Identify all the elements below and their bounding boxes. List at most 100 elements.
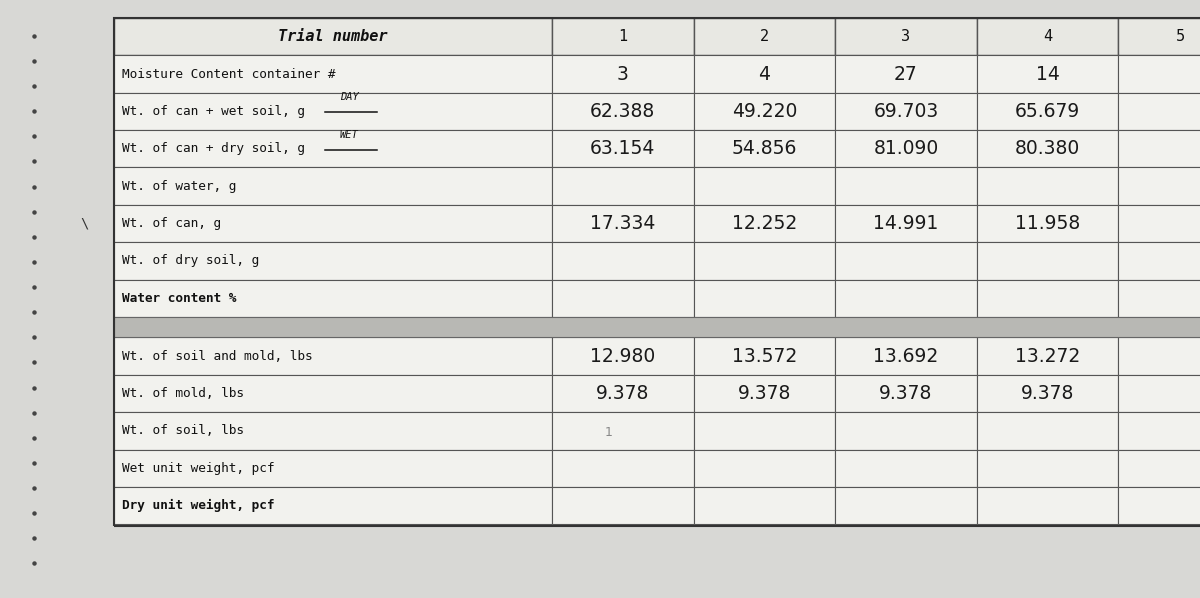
FancyBboxPatch shape [114,242,552,280]
FancyBboxPatch shape [1118,375,1200,412]
FancyBboxPatch shape [694,242,835,280]
FancyBboxPatch shape [552,280,694,317]
Text: 9.378: 9.378 [880,384,932,403]
FancyBboxPatch shape [977,375,1118,412]
FancyBboxPatch shape [977,93,1118,130]
Text: Wt. of can + dry soil, g: Wt. of can + dry soil, g [122,142,305,155]
Text: 9.378: 9.378 [738,384,791,403]
FancyBboxPatch shape [977,56,1118,93]
Text: 27: 27 [894,65,918,84]
FancyBboxPatch shape [1118,205,1200,242]
Text: 1: 1 [618,29,628,44]
FancyBboxPatch shape [835,375,977,412]
FancyBboxPatch shape [552,18,694,56]
FancyBboxPatch shape [114,167,552,205]
FancyBboxPatch shape [694,56,835,93]
FancyBboxPatch shape [694,205,835,242]
FancyBboxPatch shape [835,337,977,375]
FancyBboxPatch shape [1118,337,1200,375]
FancyBboxPatch shape [835,130,977,167]
FancyBboxPatch shape [694,450,835,487]
FancyBboxPatch shape [114,375,552,412]
Text: 4: 4 [1043,29,1052,44]
FancyBboxPatch shape [114,205,552,242]
FancyBboxPatch shape [1118,450,1200,487]
FancyBboxPatch shape [114,337,552,375]
FancyBboxPatch shape [114,18,1200,526]
FancyBboxPatch shape [552,205,694,242]
FancyBboxPatch shape [835,412,977,450]
Text: Wt. of can + wet soil, g: Wt. of can + wet soil, g [122,105,305,118]
FancyBboxPatch shape [835,487,977,524]
FancyBboxPatch shape [1118,56,1200,93]
FancyBboxPatch shape [552,56,694,93]
Text: 65.679: 65.679 [1015,102,1080,121]
Text: 9.378: 9.378 [596,384,649,403]
Text: 80.380: 80.380 [1015,139,1080,158]
FancyBboxPatch shape [694,18,835,56]
FancyBboxPatch shape [114,450,552,487]
FancyBboxPatch shape [977,337,1118,375]
Text: 13.272: 13.272 [1015,347,1080,366]
Text: Wt. of soil, lbs: Wt. of soil, lbs [122,425,245,437]
FancyBboxPatch shape [977,280,1118,317]
FancyBboxPatch shape [977,18,1118,56]
Text: 5: 5 [1176,29,1184,44]
Text: WET: WET [340,130,359,139]
FancyBboxPatch shape [835,242,977,280]
Text: 12.252: 12.252 [732,214,797,233]
Text: 62.388: 62.388 [590,102,655,121]
FancyBboxPatch shape [694,167,835,205]
FancyBboxPatch shape [835,205,977,242]
Text: 69.703: 69.703 [874,102,938,121]
Text: 13.692: 13.692 [874,347,938,366]
Text: Trial number: Trial number [278,29,388,44]
Text: 12.980: 12.980 [590,347,655,366]
FancyBboxPatch shape [114,56,552,93]
Text: 14.991: 14.991 [874,214,938,233]
Text: Wt. of can, g: Wt. of can, g [122,217,222,230]
FancyBboxPatch shape [114,412,552,450]
FancyBboxPatch shape [835,56,977,93]
FancyBboxPatch shape [1118,167,1200,205]
Text: 1: 1 [605,426,612,440]
FancyBboxPatch shape [1118,93,1200,130]
FancyBboxPatch shape [1118,280,1200,317]
FancyBboxPatch shape [694,93,835,130]
FancyBboxPatch shape [552,242,694,280]
FancyBboxPatch shape [114,18,552,56]
Text: Wt. of soil and mold, lbs: Wt. of soil and mold, lbs [122,350,313,362]
Text: Water content %: Water content % [122,292,236,305]
FancyBboxPatch shape [835,450,977,487]
FancyBboxPatch shape [977,205,1118,242]
FancyBboxPatch shape [977,167,1118,205]
Text: Moisture Content container #: Moisture Content container # [122,68,336,81]
Text: Wt. of water, g: Wt. of water, g [122,179,236,193]
FancyBboxPatch shape [694,130,835,167]
FancyBboxPatch shape [694,375,835,412]
FancyBboxPatch shape [114,93,552,130]
FancyBboxPatch shape [1118,18,1200,56]
Text: 54.856: 54.856 [732,139,797,158]
FancyBboxPatch shape [977,412,1118,450]
FancyBboxPatch shape [114,280,552,317]
FancyBboxPatch shape [114,130,552,167]
Text: 13.572: 13.572 [732,347,797,366]
FancyBboxPatch shape [114,317,1200,337]
Text: 49.220: 49.220 [732,102,797,121]
FancyBboxPatch shape [694,280,835,317]
Text: 11.958: 11.958 [1015,214,1080,233]
Text: Wt. of dry soil, g: Wt. of dry soil, g [122,254,259,267]
FancyBboxPatch shape [552,450,694,487]
FancyBboxPatch shape [977,242,1118,280]
FancyBboxPatch shape [977,487,1118,524]
Text: 63.154: 63.154 [590,139,655,158]
Text: 17.334: 17.334 [590,214,655,233]
FancyBboxPatch shape [1118,242,1200,280]
FancyBboxPatch shape [1118,412,1200,450]
Text: \: \ [80,216,88,230]
FancyBboxPatch shape [835,18,977,56]
FancyBboxPatch shape [552,412,694,450]
FancyBboxPatch shape [977,450,1118,487]
FancyBboxPatch shape [552,167,694,205]
